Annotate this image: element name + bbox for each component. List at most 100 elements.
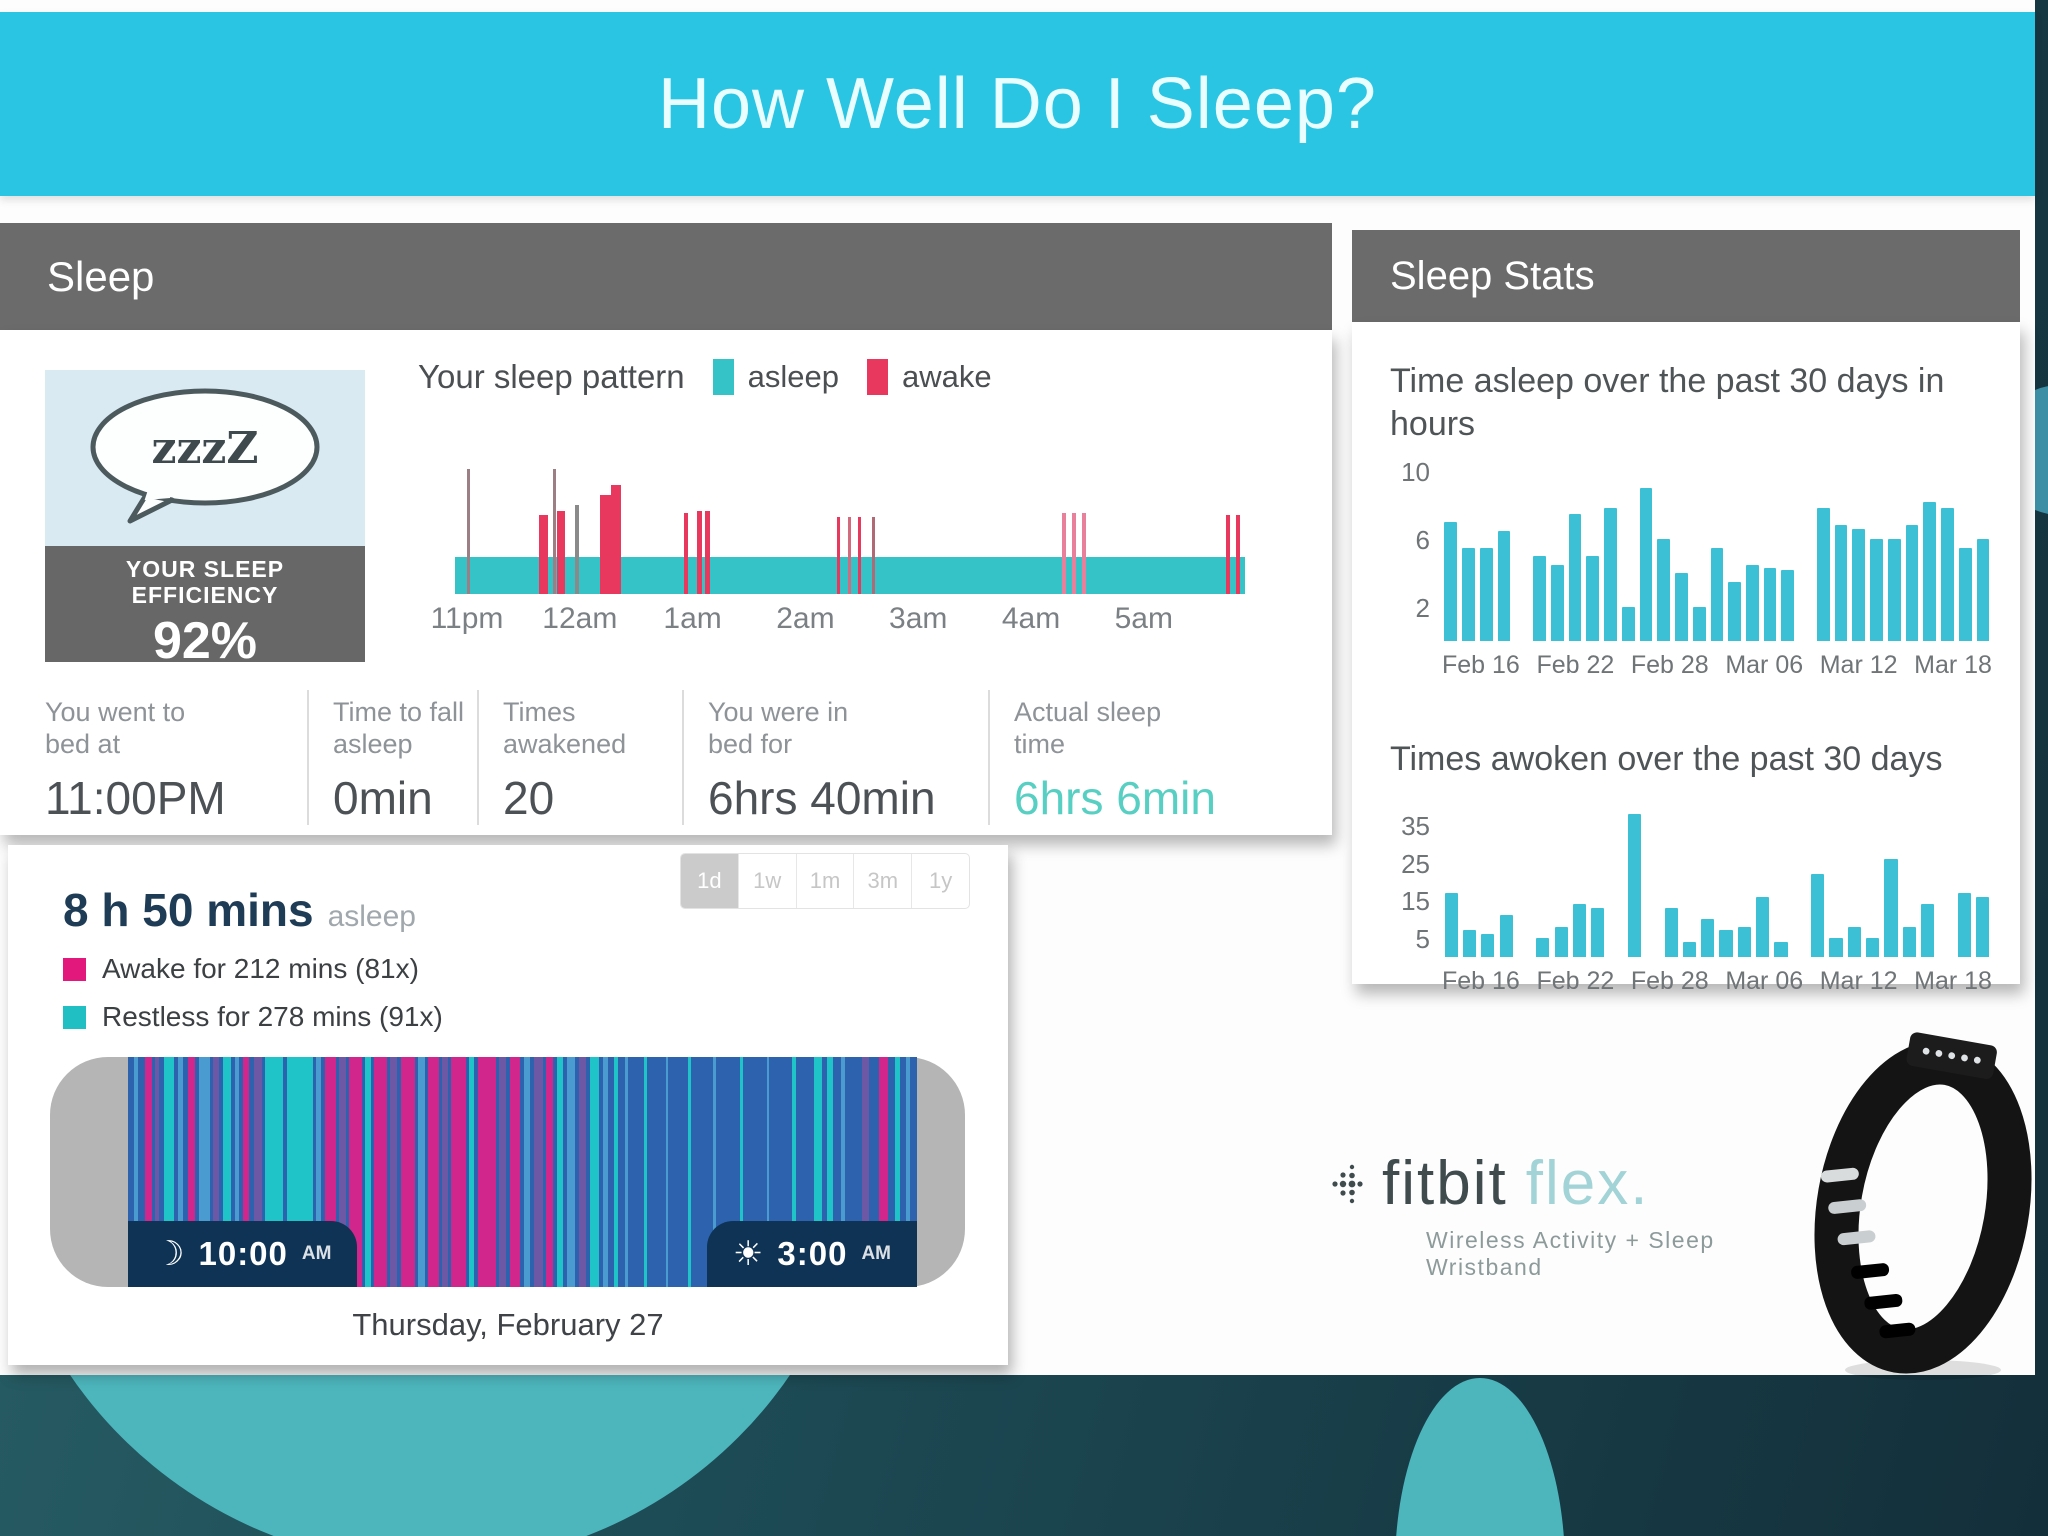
fitbit-flex-wristband-image xyxy=(1814,1032,2032,1380)
timeline-stripe xyxy=(579,1057,586,1287)
sleep-efficiency-value: 92% xyxy=(152,611,258,670)
awake-spike xyxy=(696,511,702,594)
sleep-stats-panel: Sleep Stats Time asleep over the past 30… xyxy=(1352,230,2020,995)
times-awoken-x-axis: Feb 16 Feb 22 Feb 28 Mar 06 Mar 12 Mar 18 xyxy=(1442,967,1992,996)
sleep-panel: Sleep zzzZ YOUR SLEEP EFFICIENCY 92% xyxy=(0,223,1332,835)
timeline-stripe xyxy=(861,1057,869,1287)
date-caption: Thursday, February 27 xyxy=(352,1307,664,1342)
chart-bar xyxy=(1444,522,1458,641)
awake-spike xyxy=(552,469,556,594)
bar-slot xyxy=(1460,807,1478,957)
bedtime-value: 10:00 xyxy=(198,1235,288,1272)
chart-bar xyxy=(1692,607,1706,641)
timeline-stripe xyxy=(427,1057,439,1287)
awake-spike xyxy=(466,469,470,594)
bar-slot xyxy=(1726,471,1744,641)
y-tick: 10 xyxy=(1401,457,1430,487)
timeline-stripe xyxy=(254,1057,263,1287)
bar-slot xyxy=(1754,807,1772,957)
chart-bar xyxy=(1462,930,1477,957)
sleep-pattern-x-axis: 11pm 12am 1am 2am 3am 4am 5am xyxy=(418,602,1298,642)
timeline-stripe xyxy=(566,1057,576,1287)
bar-slot xyxy=(1442,807,1460,957)
y-tick: 5 xyxy=(1415,923,1430,954)
timeline-stripe xyxy=(590,1057,600,1287)
bar-slot xyxy=(1584,471,1602,641)
bar-slot xyxy=(1974,807,1992,957)
chart-bar xyxy=(1921,904,1935,957)
chart-bar xyxy=(1774,941,1788,957)
bar-slot xyxy=(1479,807,1497,957)
chart-bar xyxy=(1479,547,1493,641)
pattern-x-tick: 12am xyxy=(542,602,618,635)
range-button-3m[interactable]: 3m xyxy=(853,854,911,908)
bar-slot xyxy=(1607,807,1625,957)
pattern-legend-item-asleep: asleep xyxy=(712,359,839,395)
sleep-stat-label: You were in bed for xyxy=(708,697,849,760)
bar-slot xyxy=(1735,807,1753,957)
bar-slot xyxy=(1955,807,1973,957)
flex-wordmark: flex. xyxy=(1525,1149,1650,1218)
chart-bar xyxy=(1957,892,1971,957)
chart-bar xyxy=(1763,567,1777,641)
day-legend-label: Restless for 278 mins (91x) xyxy=(102,1001,443,1032)
range-button-1y[interactable]: 1y xyxy=(911,854,969,908)
chart-bar xyxy=(1958,547,1972,641)
chart-bar xyxy=(1852,528,1866,641)
chart-bar xyxy=(1664,907,1678,957)
bar-slot xyxy=(1515,807,1533,957)
bar-slot xyxy=(1797,471,1815,641)
timeline-stripe xyxy=(222,1057,231,1287)
bar-slot xyxy=(1655,471,1673,641)
pattern-x-tick: 3am xyxy=(889,602,948,635)
bar-slot xyxy=(1662,807,1680,957)
chart-bar xyxy=(1866,937,1880,957)
bar-slot xyxy=(1850,471,1868,641)
timeline-stripe xyxy=(145,1057,152,1287)
sleep-bubble-text: zzzZ xyxy=(151,423,258,474)
chart-bar xyxy=(1811,874,1825,957)
chart-bar xyxy=(1781,569,1795,641)
day-legend-item-0: Awake for 212 mins (81x) xyxy=(63,953,443,985)
sleep-stat-label: Time to fall asleep xyxy=(333,697,465,760)
timeline-stripe xyxy=(557,1057,563,1287)
sleep-stat-value: 11:00PM xyxy=(45,771,226,824)
bar-slot xyxy=(1864,807,1882,957)
sleep-stats-panel-body: Time asleep over the past 30 days in hou… xyxy=(1352,322,2020,995)
bar-slot xyxy=(1761,471,1779,641)
sleep-stat-1: Time to fall asleep 0min xyxy=(307,690,477,825)
sleep-stat-3: You were in bed for 6hrs 40min xyxy=(682,690,988,825)
day-legend-swatch xyxy=(63,1005,86,1029)
range-button-1m[interactable]: 1m xyxy=(795,854,854,908)
bar-slot xyxy=(1589,807,1607,957)
timeline-stripe xyxy=(533,1057,543,1287)
y-tick: 2 xyxy=(1415,593,1430,623)
chart-bar xyxy=(1923,501,1937,641)
range-button-1d[interactable]: 1d xyxy=(681,854,738,908)
awake-spike xyxy=(837,517,841,594)
timeline-stripe xyxy=(400,1057,416,1287)
bar-slot xyxy=(1460,471,1478,641)
pattern-legend-item-awake: awake xyxy=(867,359,992,395)
chart-bar xyxy=(1756,896,1770,957)
chart-bar xyxy=(1462,547,1475,641)
chart-bar xyxy=(1745,564,1759,641)
x-tick: Feb 16 xyxy=(1442,966,1520,995)
sleep-stats-panel-title: Sleep Stats xyxy=(1390,253,1595,298)
waketime-meridiem: AM xyxy=(861,1243,891,1264)
timeline-stripe xyxy=(879,1057,888,1287)
bar-slot xyxy=(1790,807,1808,957)
range-button-1w[interactable]: 1w xyxy=(737,854,796,908)
bar-slot xyxy=(1637,471,1655,641)
pattern-x-tick: 2am xyxy=(776,602,835,635)
slide-title-banner: How Well Do I Sleep? xyxy=(0,12,2035,196)
day-legend-label: Awake for 212 mins (81x) xyxy=(102,953,419,984)
chart-bar xyxy=(1847,926,1861,957)
x-tick: Mar 06 xyxy=(1725,651,1804,679)
bar-slot xyxy=(1956,471,1974,641)
bar-slot xyxy=(1708,471,1726,641)
sleep-efficiency-label: YOUR SLEEP EFFICIENCY xyxy=(125,556,285,609)
times-awoken-y-axis: 35 25 15 5 xyxy=(1390,807,1442,957)
chart-bar xyxy=(1976,539,1990,641)
x-tick: Mar 06 xyxy=(1725,966,1804,995)
